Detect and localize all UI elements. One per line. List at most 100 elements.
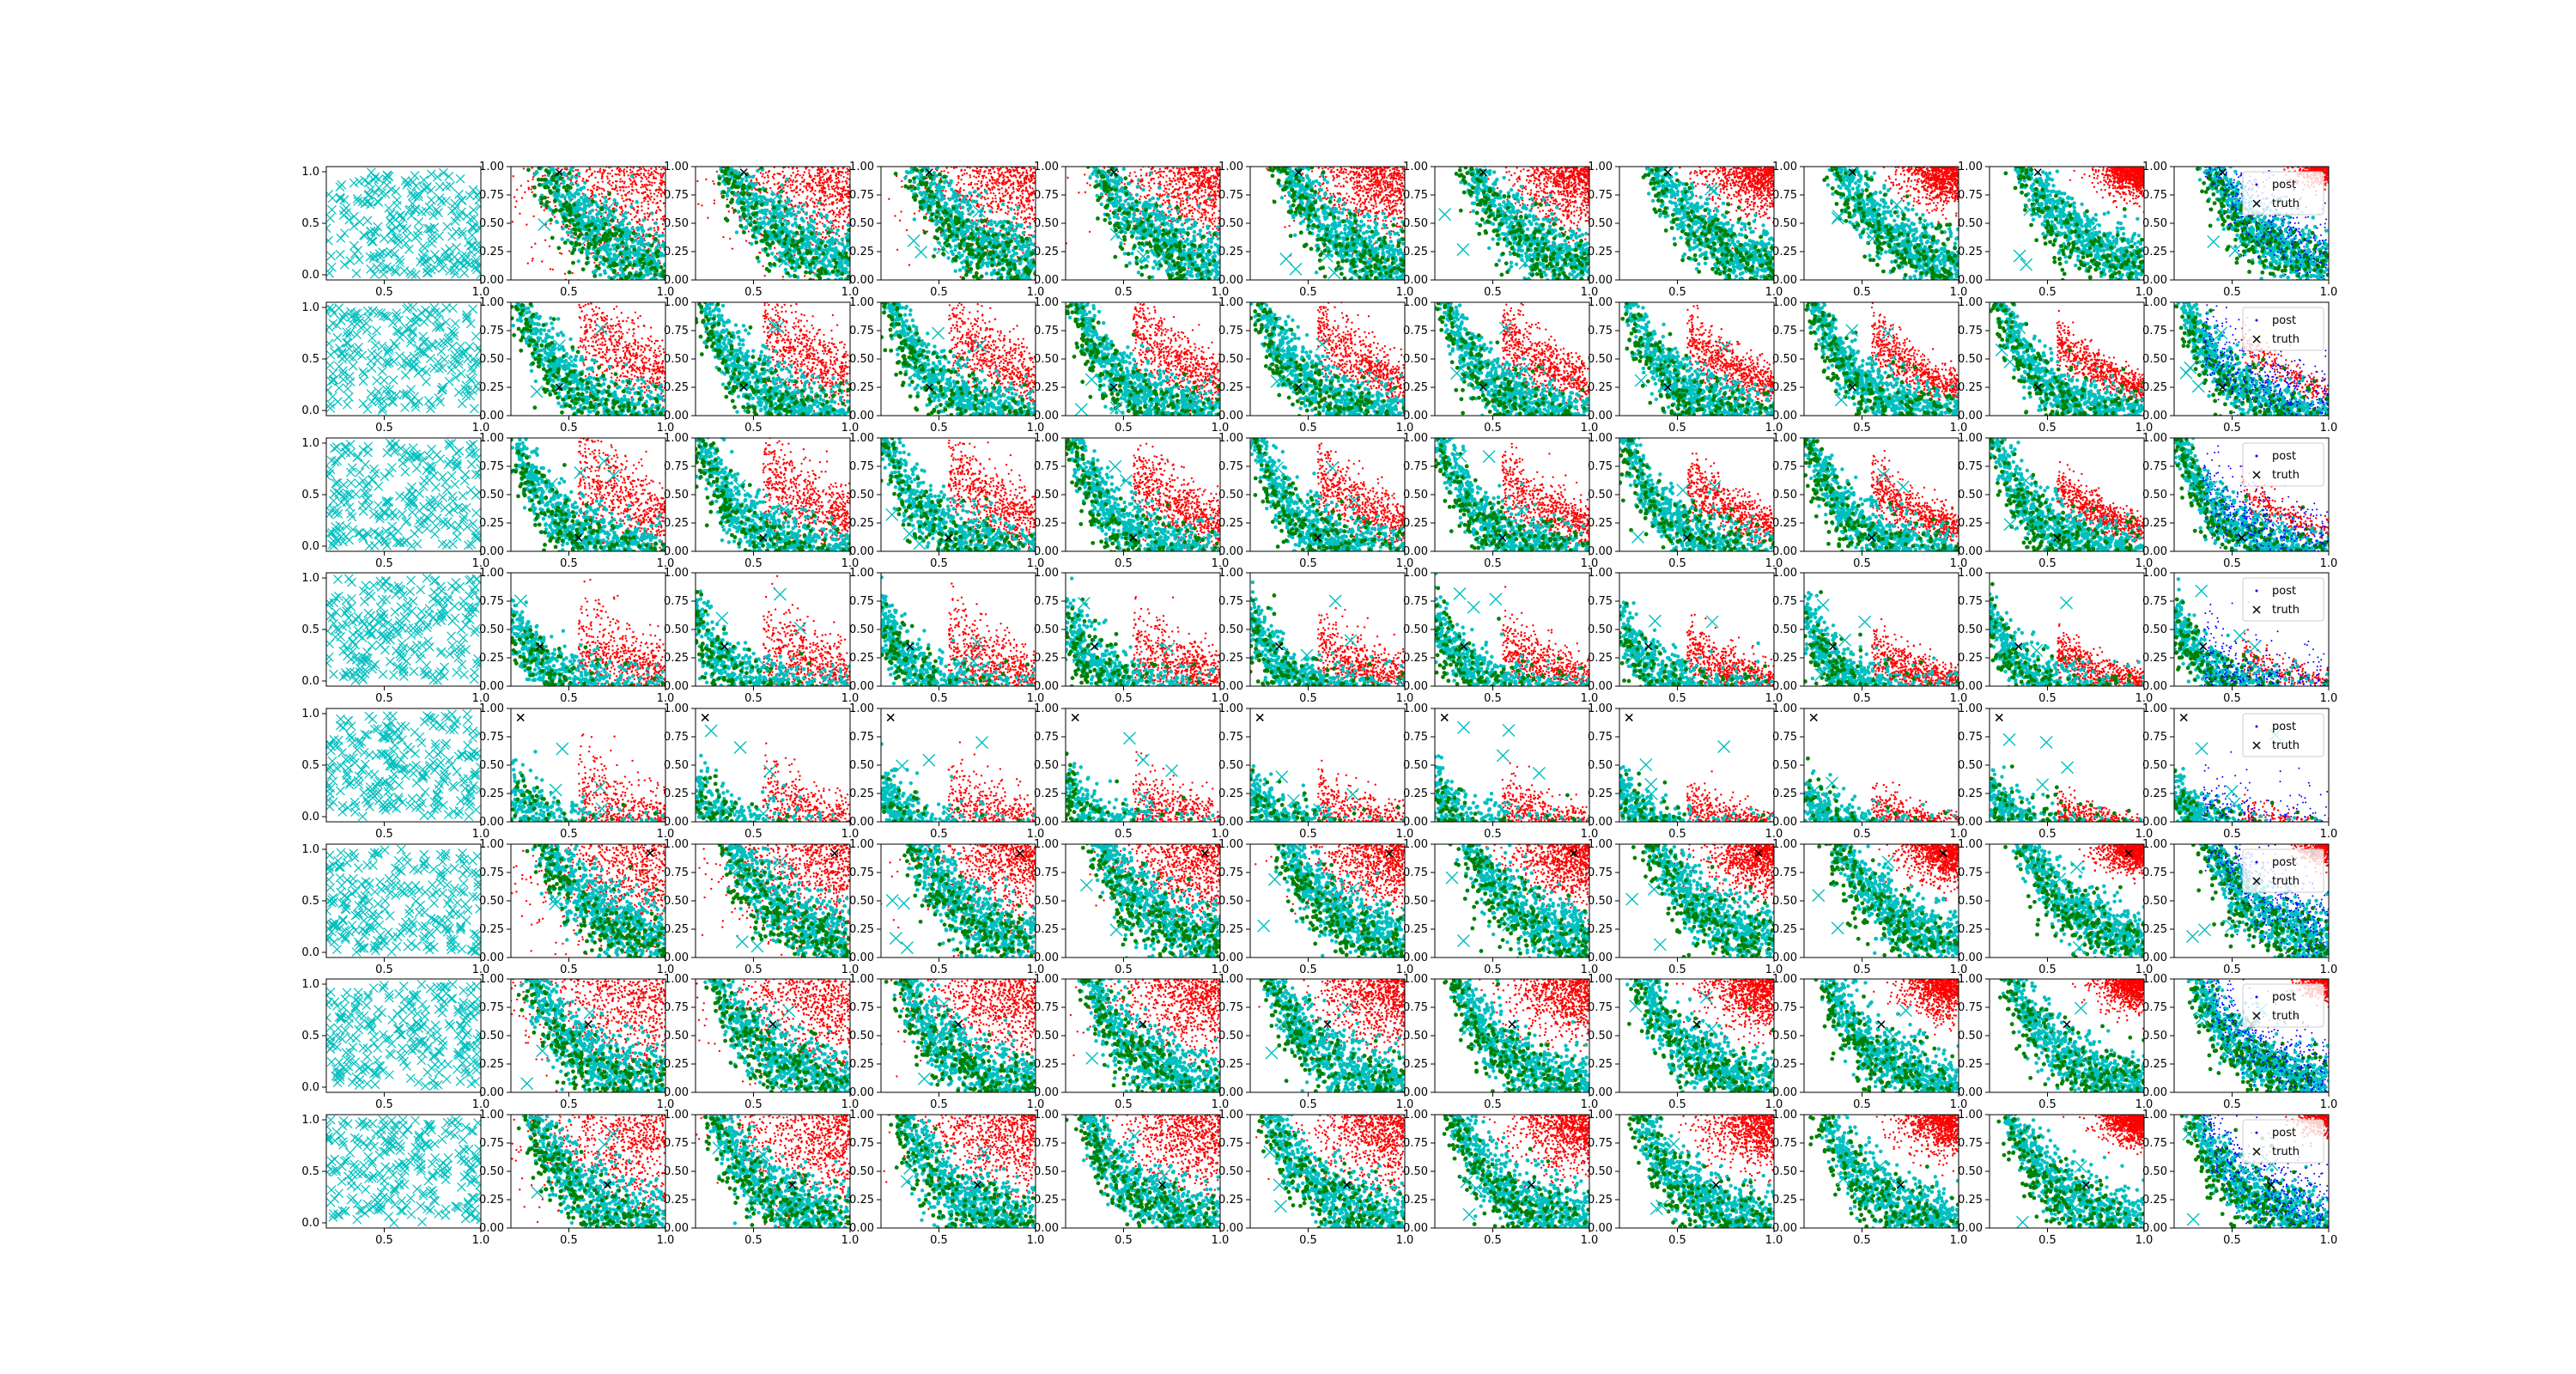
x-tick-label: 1.0 (1765, 1234, 1783, 1247)
x-tick-label: 0.5 (375, 422, 393, 435)
y-tick-label: 1.00 (664, 702, 689, 715)
y-tick-label: 0.00 (1958, 816, 1983, 829)
x-tick-label: 0.5 (930, 1098, 948, 1111)
x-tick-label: 0.5 (1853, 422, 1871, 435)
y-tick-label: 0.25 (664, 1058, 689, 1071)
y-tick-label: 1.00 (1403, 1109, 1428, 1122)
y-tick-label: 0.75 (1958, 866, 1983, 879)
x-tick-label: 0.5 (1484, 557, 1502, 570)
y-tick-label: 1.00 (1403, 161, 1428, 173)
y-tick-label: 0.75 (1034, 1137, 1059, 1150)
y-tick-label: 0.25 (2142, 517, 2167, 530)
y-tick-label: 0.75 (1403, 866, 1428, 879)
y-tick-label: 1.00 (1958, 161, 1983, 173)
x-tick-label: 0.5 (1668, 828, 1686, 841)
x-tick-label: 0.5 (744, 286, 762, 299)
legend-label-truth: truth (2272, 333, 2300, 346)
x-tick-label: 0.5 (375, 1098, 393, 1111)
x-tick-label: 0.5 (1115, 422, 1133, 435)
y-tick-label: 0.25 (1772, 1194, 1797, 1207)
y-tick-label: 0.75 (479, 189, 504, 202)
y-tick-label: 0.50 (1772, 217, 1797, 230)
x-tick-label: 0.5 (560, 692, 578, 705)
y-tick-label: 0.25 (1772, 923, 1797, 936)
y-tick-label: 0.00 (1958, 274, 1983, 287)
legend-label-truth: truth (2272, 1010, 2300, 1023)
y-tick-label: 0.75 (849, 595, 874, 608)
y-tick-label: 0.50 (479, 353, 504, 366)
y-tick-label: 0.75 (2142, 460, 2167, 473)
y-tick-label: 0.75 (1958, 325, 1983, 337)
y-tick-label: 0.00 (1588, 1222, 1613, 1235)
x-tick-label: 0.5 (1299, 422, 1317, 435)
y-tick-label: 0.75 (2142, 189, 2167, 202)
x-tick-label: 0.5 (1484, 286, 1502, 299)
y-tick-label: 1.00 (1403, 973, 1428, 986)
y-tick-label: 0.75 (1588, 595, 1613, 608)
y-tick-label: 0.75 (664, 1137, 689, 1150)
y-tick-label: 0.25 (1588, 787, 1613, 800)
y-tick-label: 0.00 (1403, 545, 1428, 558)
x-tick-label: 0.5 (1115, 964, 1133, 976)
y-tick-label: 0.25 (1218, 517, 1243, 530)
y-tick-label: 1.00 (479, 432, 504, 445)
y-tick-label: 0.25 (1588, 923, 1613, 936)
x-tick-label: 1.0 (2320, 692, 2338, 705)
y-tick-label: 1.00 (664, 296, 689, 309)
x-tick-label: 0.5 (1668, 422, 1686, 435)
y-tick-label: 0.00 (1772, 274, 1797, 287)
y-tick-label: 1.00 (2142, 973, 2167, 986)
y-tick-label: 0.25 (479, 517, 504, 530)
y-tick-label: 0.00 (479, 1086, 504, 1099)
y-tick-label: 0.50 (1034, 1165, 1059, 1178)
x-tick-label: 0.5 (744, 692, 762, 705)
legend-label-post: post (2272, 1127, 2296, 1140)
y-tick-label: 0.50 (1588, 759, 1613, 772)
y-tick-label: 1.00 (1772, 702, 1797, 715)
y-tick-label: 0.50 (1218, 1165, 1243, 1178)
y-tick-label: 0.50 (1403, 623, 1428, 636)
x-tick-label: 0.5 (1115, 286, 1133, 299)
y-tick-label: 0.00 (849, 1222, 874, 1235)
y-tick-label: 0.50 (664, 1165, 689, 1178)
y-tick-label: 1.00 (2142, 432, 2167, 445)
y-tick-label: 0.00 (1403, 410, 1428, 423)
y-tick-label: 0.00 (1218, 816, 1243, 829)
y-tick-label: 0.50 (1772, 353, 1797, 366)
y-tick-label: 0.00 (1772, 410, 1797, 423)
y-tick-label: 0.50 (1772, 759, 1797, 772)
y-tick-label: 0.00 (479, 274, 504, 287)
x-tick-label: 0.5 (2038, 1234, 2057, 1247)
y-tick-label: 0.75 (1772, 460, 1797, 473)
y-tick-label: 0.25 (2142, 381, 2167, 394)
y-tick-label: 0.50 (1772, 489, 1797, 502)
y-tick-label: 0.75 (1034, 866, 1059, 879)
y-tick-label: 1.00 (1772, 973, 1797, 986)
x-tick-label: 0.5 (930, 1234, 948, 1247)
y-tick-label: 0.75 (1588, 1001, 1613, 1014)
y-tick-label: 0.50 (2142, 489, 2167, 502)
y-tick-label: 0.00 (664, 816, 689, 829)
y-tick-label: 0.00 (479, 816, 504, 829)
y-tick-label: 0.75 (2142, 595, 2167, 608)
y-tick-label: 0.00 (664, 951, 689, 964)
y-tick-label: 0.50 (664, 353, 689, 366)
y-tick-label: 0.00 (849, 816, 874, 829)
y-tick-label: 0.00 (1403, 951, 1428, 964)
x-tick-label: 0.5 (744, 828, 762, 841)
y-tick-label: 1.00 (849, 702, 874, 715)
y-tick-label: 0.5 (301, 353, 319, 366)
y-tick-label: 0.00 (1588, 680, 1613, 693)
y-tick-label: 1.00 (1588, 973, 1613, 986)
x-tick-label: 0.5 (1853, 286, 1871, 299)
y-tick-label: 0.75 (2142, 1001, 2167, 1014)
x-tick-label: 1.0 (1027, 1234, 1045, 1247)
y-tick-label: 1.00 (1772, 1109, 1797, 1122)
y-tick-label: 1.00 (1403, 838, 1428, 851)
y-tick-label: 0.25 (1218, 1194, 1243, 1207)
y-tick-label: 0.75 (1218, 731, 1243, 744)
x-tick-label: 1.0 (1950, 1234, 1968, 1247)
y-tick-label: 0.25 (1403, 517, 1428, 530)
